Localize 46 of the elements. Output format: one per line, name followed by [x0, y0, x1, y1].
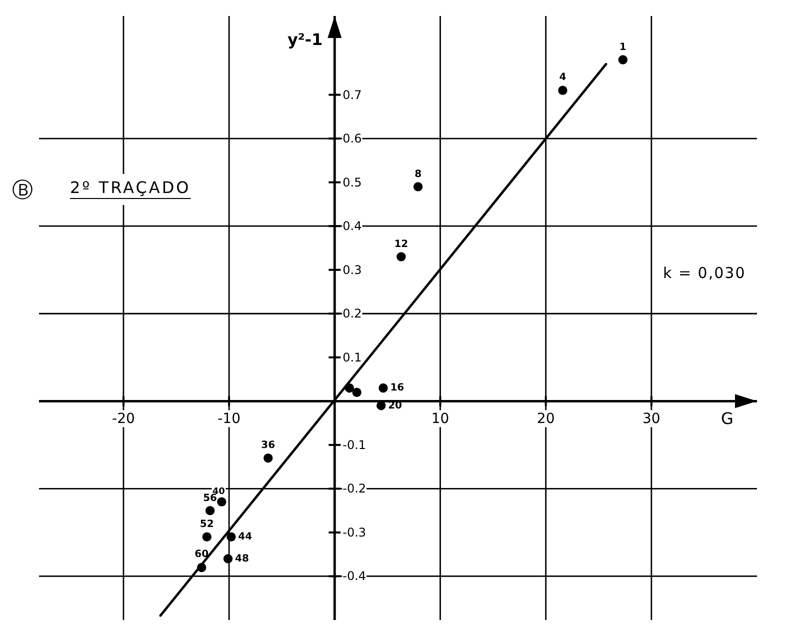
annotation: 48	[235, 553, 249, 564]
point	[217, 497, 226, 506]
y-tick-label: -0.1	[342, 438, 366, 452]
x-axis-title: G	[721, 409, 734, 428]
y-tick-label: 0.6	[342, 132, 362, 146]
point	[352, 388, 362, 398]
annotation: 12	[394, 238, 408, 250]
x-tick-label: 30	[642, 411, 660, 428]
y-tick-label: 0.2	[342, 306, 362, 321]
annotation: 52	[200, 518, 214, 530]
text: 2º TRAÇADO	[66, 174, 195, 205]
point	[223, 554, 233, 564]
annotation: 36	[261, 440, 276, 452]
y-tick-label: 0.1	[342, 350, 362, 364]
annotation: k = 0,030	[663, 264, 746, 282]
annotation: 44	[238, 531, 252, 542]
point	[413, 182, 423, 192]
point	[202, 532, 212, 542]
point	[396, 252, 406, 262]
point	[378, 383, 388, 393]
y-tick-label: -0.4	[342, 569, 366, 584]
point	[344, 383, 354, 393]
y-tick-label: 0.4	[342, 219, 362, 234]
point	[205, 506, 215, 516]
x-tick-label: -10	[218, 411, 240, 428]
point	[558, 86, 568, 96]
point	[264, 453, 273, 463]
annotation: 60	[194, 549, 209, 560]
y-axis-title: y²-1	[287, 30, 323, 49]
text: Ⓑ	[12, 177, 34, 204]
x-tick-label: 10	[431, 411, 450, 428]
annotation: 4	[559, 72, 566, 84]
point	[226, 532, 236, 542]
point	[618, 55, 628, 64]
y-tick-label: 0.7	[342, 88, 362, 102]
y-tick-label: -0.3	[342, 525, 366, 540]
x-tick-label: 20	[536, 411, 555, 428]
annotation: 1	[619, 42, 626, 53]
point	[197, 562, 206, 572]
annotation: 8	[414, 168, 422, 180]
y-tick-label: -0.2	[342, 482, 366, 496]
y-tick-label: 0.5	[342, 175, 362, 190]
point	[376, 400, 386, 410]
y-tick-label: 0.3	[342, 262, 362, 277]
annotation: 16	[390, 382, 404, 394]
x-tick-label: -20	[112, 411, 135, 428]
